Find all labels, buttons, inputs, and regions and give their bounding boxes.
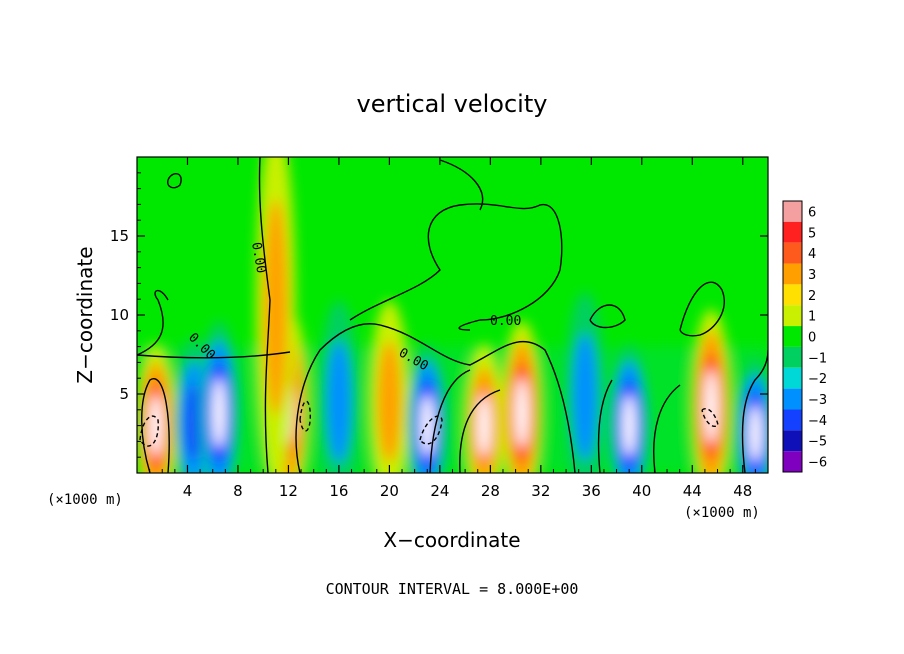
contour-line (137, 351, 291, 359)
core-max (704, 369, 718, 444)
contour-label: 0.00 (248, 241, 268, 274)
x-tick-label: 4 (183, 482, 193, 500)
contour-line (141, 378, 170, 473)
zero-contours (137, 157, 768, 473)
contour-line (679, 281, 725, 337)
plot-area: 0.00 0.00 0.00 0.00 4 8 12 16 20 24 28 32 36 40 44… (110, 156, 769, 500)
contour-line (167, 173, 182, 189)
colorbar-swatch (783, 326, 802, 347)
contour-interval: CONTOUR INTERVAL = 8.000E+00 (326, 580, 579, 598)
colorbar-swatch (783, 430, 802, 452)
y-tick-label: 5 (119, 385, 129, 403)
contour-line (349, 203, 563, 331)
x-tick-label: 24 (430, 482, 449, 500)
x-axis-label: X−coordinate (383, 528, 520, 552)
downdraft-blob (573, 333, 598, 461)
contour-line (258, 157, 271, 473)
y-tick-label: 10 (110, 306, 129, 324)
chart-title: vertical velocity (357, 90, 548, 118)
colorbar-swatch (783, 263, 802, 285)
updraft-blob (263, 198, 288, 416)
core-max (515, 377, 529, 448)
colorbar-tick-label: −5 (808, 435, 827, 450)
contour-line (137, 289, 169, 356)
x-tick-label: 40 (632, 482, 651, 500)
colorbar-swatch (783, 242, 802, 264)
core-max (622, 394, 636, 457)
x-tick-label: 16 (329, 482, 348, 500)
x-tick-label: 32 (531, 482, 550, 500)
colorbar-tick-label: 6 (808, 205, 816, 220)
y-axis-label: Z−coordinate (73, 246, 97, 383)
x-unit-left: (×1000 m) (47, 492, 123, 508)
x-tick-label: 28 (481, 482, 500, 500)
colorbar-tick-label: 0 (808, 331, 816, 346)
contour-line (701, 408, 719, 427)
colorbar-tick-label: −4 (808, 414, 827, 429)
x-tick-label: 44 (683, 482, 702, 500)
colorbar-tick-label: −2 (808, 372, 827, 387)
colorbar-swatch (783, 201, 802, 222)
updraft-blob (377, 341, 402, 463)
colorbar-tick-label: 2 (808, 289, 816, 304)
x-tick-label: 20 (380, 482, 399, 500)
velocity-field (137, 157, 768, 473)
contour-line (419, 415, 443, 445)
contour-line (299, 400, 312, 432)
contour-line (429, 369, 471, 473)
colorbar-tick-label: −3 (808, 393, 827, 408)
colorbar-frame (782, 200, 803, 473)
contour-line (589, 304, 626, 329)
colorbar-tick-label: 4 (808, 247, 816, 262)
colorbar-swatch (783, 284, 802, 306)
x-unit-right: (×1000 m) (684, 505, 760, 521)
x-tick-label: 36 (582, 482, 601, 500)
colorbar-swatch (783, 451, 802, 472)
core-max (212, 377, 226, 448)
contour-line (459, 389, 501, 473)
colorbar-tick-label: 5 (808, 226, 816, 241)
contour-line (653, 384, 681, 473)
downdraft-blob (326, 341, 351, 463)
colorbar-swatch (783, 367, 802, 389)
core-max (420, 394, 434, 457)
contour-line (597, 379, 613, 473)
x-tick-label: 48 (733, 482, 752, 500)
core-max (748, 404, 762, 463)
y-axis: 5 10 15 (110, 172, 768, 458)
contour-line (439, 159, 484, 211)
colorbar-swatch (783, 221, 802, 243)
colorbar-tick-label: −6 (808, 456, 827, 471)
low-level-band (137, 346, 768, 473)
contour-line (741, 349, 768, 473)
x-tick-label: 8 (233, 482, 243, 500)
colorbar-tick-label: 1 (808, 310, 816, 325)
colorbar-tick-label: 3 (808, 268, 816, 283)
contour-line (139, 415, 159, 447)
x-axis: 4 8 12 16 20 24 28 32 36 40 44 48 (149, 157, 756, 500)
contour-label: 0.00 (490, 314, 521, 329)
colorbar: 6 5 4 3 2 1 0 −1 −2 −3 −4 −5 −6 (782, 200, 827, 473)
x-tick-label: 12 (279, 482, 298, 500)
colorbar-swatch (783, 305, 802, 327)
colorbar-swatch (783, 346, 802, 368)
colorbar-swatch (783, 388, 802, 410)
contour-line (295, 323, 576, 473)
colorbar-swatch (783, 409, 802, 431)
colorbar-tick-label: −1 (808, 351, 827, 366)
core-max (149, 394, 163, 457)
downdraft-blob (184, 384, 203, 461)
core-max (477, 394, 491, 457)
y-tick-label: 15 (110, 227, 129, 245)
